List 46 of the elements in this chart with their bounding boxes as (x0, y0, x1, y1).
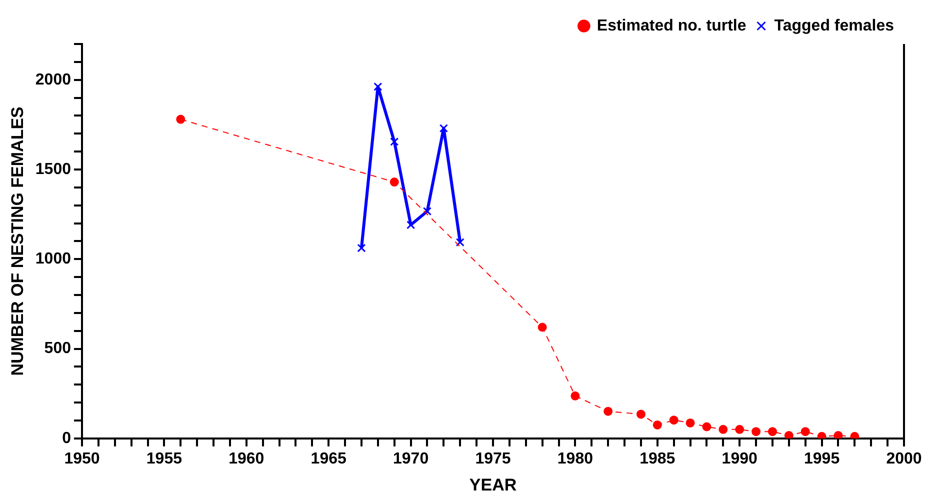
x-tick-label: 1975 (475, 450, 511, 468)
point (570, 391, 580, 400)
point (800, 427, 810, 436)
point (374, 82, 382, 91)
point (456, 238, 464, 247)
point (817, 432, 826, 438)
x-tick-label: 1965 (310, 450, 346, 468)
x-tick-label: 1950 (64, 450, 100, 468)
legend-label: Tagged females (774, 17, 894, 34)
x-tick-label: 1970 (393, 450, 429, 468)
y-tick-label: 1000 (35, 250, 72, 268)
x-tick-label: 1985 (640, 450, 676, 468)
x-tick-label: 1955 (146, 450, 182, 468)
point (768, 427, 777, 436)
point (686, 418, 695, 428)
x-tick-label: 2000 (886, 450, 922, 468)
point (390, 178, 399, 187)
point (702, 422, 712, 432)
legend-label: Estimated no. turtle (596, 17, 746, 34)
point (406, 220, 416, 230)
point (422, 206, 432, 216)
x-tick-label: 1990 (722, 450, 758, 468)
point (176, 114, 186, 124)
x-tick-label: 1960 (228, 450, 264, 468)
point (669, 416, 678, 425)
point (735, 424, 744, 434)
y-tick-label: 2000 (35, 71, 72, 88)
point (538, 322, 547, 332)
x-tick-label: 1995 (804, 450, 840, 468)
point (390, 137, 399, 146)
y-tick-label: 1500 (35, 160, 72, 178)
y-axis-title: NUMBER OF NESTING FEMALES (8, 106, 27, 376)
point (834, 431, 843, 438)
point (718, 424, 728, 434)
x-axis-title: YEAR (469, 475, 517, 494)
point (636, 410, 646, 419)
point (652, 420, 662, 430)
x-tick-label: 1980 (557, 450, 594, 468)
y-tick-label: 0 (62, 430, 72, 447)
point (784, 431, 794, 438)
y-tick-label: 500 (44, 340, 72, 358)
point (357, 244, 366, 252)
point (604, 406, 613, 416)
point (752, 427, 761, 436)
point (439, 124, 448, 133)
point (850, 432, 860, 438)
